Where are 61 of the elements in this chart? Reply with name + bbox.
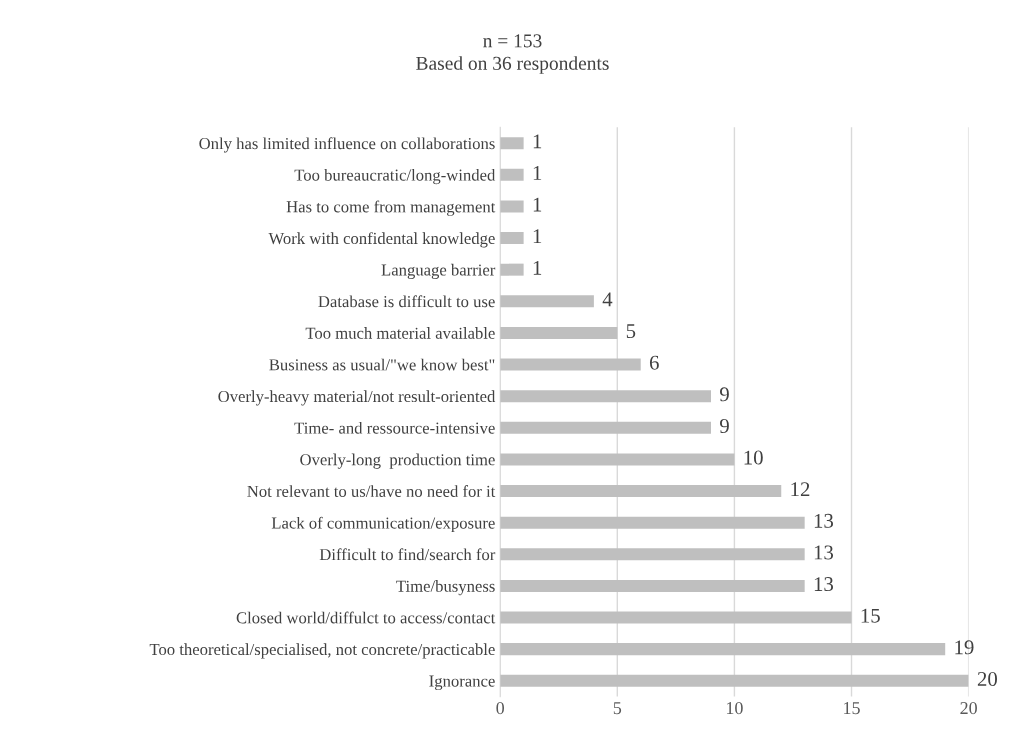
- bar: [500, 390, 711, 403]
- bar: [500, 579, 805, 592]
- x-tick-label: 5: [613, 702, 622, 715]
- data-label: 13: [814, 513, 834, 528]
- x-tick-label: 15: [844, 702, 860, 715]
- y-tick-label: Ignorance: [429, 675, 495, 691]
- y-tick-label: Time- and ressource-intensive: [294, 421, 495, 434]
- data-label: 13: [814, 577, 834, 592]
- y-tick-label: Too theoretical/specialised, not concrete/practicable: [149, 643, 495, 659]
- bar: [500, 421, 711, 434]
- x-tick-label: 0: [496, 701, 505, 715]
- data-label: 9: [720, 418, 729, 433]
- x-tick-label: 20: [960, 701, 977, 715]
- y-tick-label: Has to come from management: [286, 200, 496, 216]
- y-tick-label: Too bureaucratic/long-winded: [294, 168, 496, 185]
- y-tick-label: Too much material available: [305, 327, 495, 339]
- data-label: 1: [533, 134, 542, 149]
- bar: [500, 453, 735, 466]
- bar: [500, 485, 782, 498]
- data-label: 1: [533, 260, 542, 275]
- bar: [500, 674, 969, 687]
- data-label: 15: [861, 608, 880, 623]
- y-tick-label: Not relevant to us/have no need for it: [247, 485, 496, 497]
- y-tick-label: Closed world/diffulct to access/contact: [236, 611, 496, 624]
- y-tick-label: Language barrier: [381, 263, 496, 280]
- bar: [500, 137, 524, 150]
- bar: [500, 295, 594, 308]
- data-label: 1: [533, 166, 542, 180]
- data-label: 1: [533, 229, 542, 244]
- data-label: 20: [977, 671, 997, 686]
- data-label: 5: [626, 324, 636, 339]
- y-tick-label: Difficult to find/search for: [319, 548, 496, 561]
- data-label: 10: [744, 450, 763, 465]
- bar: [500, 611, 852, 624]
- y-tick-label: Overly-long production time: [300, 453, 495, 469]
- data-label: 9: [720, 387, 729, 402]
- bar: [500, 516, 805, 529]
- y-tick-label: Lack of communication/exposure: [271, 516, 495, 533]
- bar: [500, 263, 524, 276]
- y-tick-label: Overly-heavy material/not result-oriented: [218, 390, 496, 406]
- bar: [500, 200, 524, 213]
- y-tick-label: Database is difficult to use: [318, 295, 495, 308]
- data-label: 1: [533, 197, 542, 212]
- bar: [500, 548, 805, 561]
- y-tick-label: Time/busyness: [396, 580, 495, 596]
- data-label: 4: [602, 292, 613, 307]
- bar: [500, 643, 946, 656]
- bar: [500, 326, 618, 339]
- y-tick-label: Business as usual/"we know best": [269, 358, 495, 371]
- y-tick-label: Only has limited influence on collaborations: [199, 137, 495, 153]
- y-tick-label: Work with confidental knowledge: [268, 232, 495, 248]
- x-tick-label: 10: [726, 701, 743, 715]
- bar: [500, 232, 524, 245]
- bar: [500, 358, 641, 371]
- data-label: 19: [955, 640, 974, 655]
- data-label: 13: [814, 545, 834, 560]
- chart-subtitle: Based on 36 respondents: [416, 56, 609, 74]
- data-label: 6: [649, 355, 659, 370]
- bar: [500, 168, 524, 181]
- data-label: 12: [791, 482, 810, 497]
- chart-title: n = 153: [483, 34, 542, 48]
